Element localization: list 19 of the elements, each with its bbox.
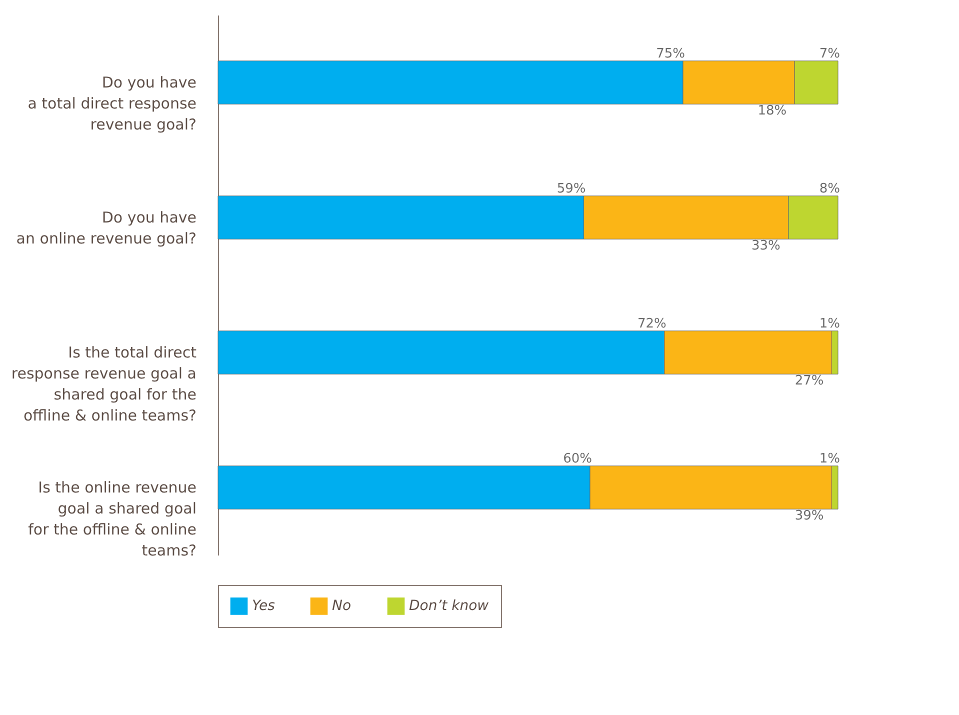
legend-label: No <box>332 598 352 614</box>
data-label: 1% <box>819 452 840 466</box>
data-label: 59% <box>556 182 586 196</box>
data-label: 60% <box>563 452 592 466</box>
y-tick-label: Do you have a total direct response revenue goal? <box>28 74 196 134</box>
data-label: 7% <box>819 46 840 62</box>
y-tick-label: Is the online revenue goal a shared goal for the offline & online teams? <box>28 478 196 560</box>
data-label: 27% <box>794 374 824 388</box>
data-label: 72% <box>637 316 666 332</box>
data-label: 1% <box>819 316 840 332</box>
data-label: 18% <box>758 104 787 118</box>
data-label: 75% <box>656 46 685 62</box>
data-label: 39% <box>794 508 824 524</box>
legend-label: Don’t know <box>409 598 490 614</box>
y-tick-label: Do you have an online revenue goal? <box>16 208 196 248</box>
legend-label: Yes <box>252 598 275 614</box>
data-label: 33% <box>751 238 780 254</box>
y-tick-label: Is the total direct response revenue goal a shared goal for the offline & online teams? <box>11 344 197 424</box>
data-label: 8% <box>819 182 840 196</box>
